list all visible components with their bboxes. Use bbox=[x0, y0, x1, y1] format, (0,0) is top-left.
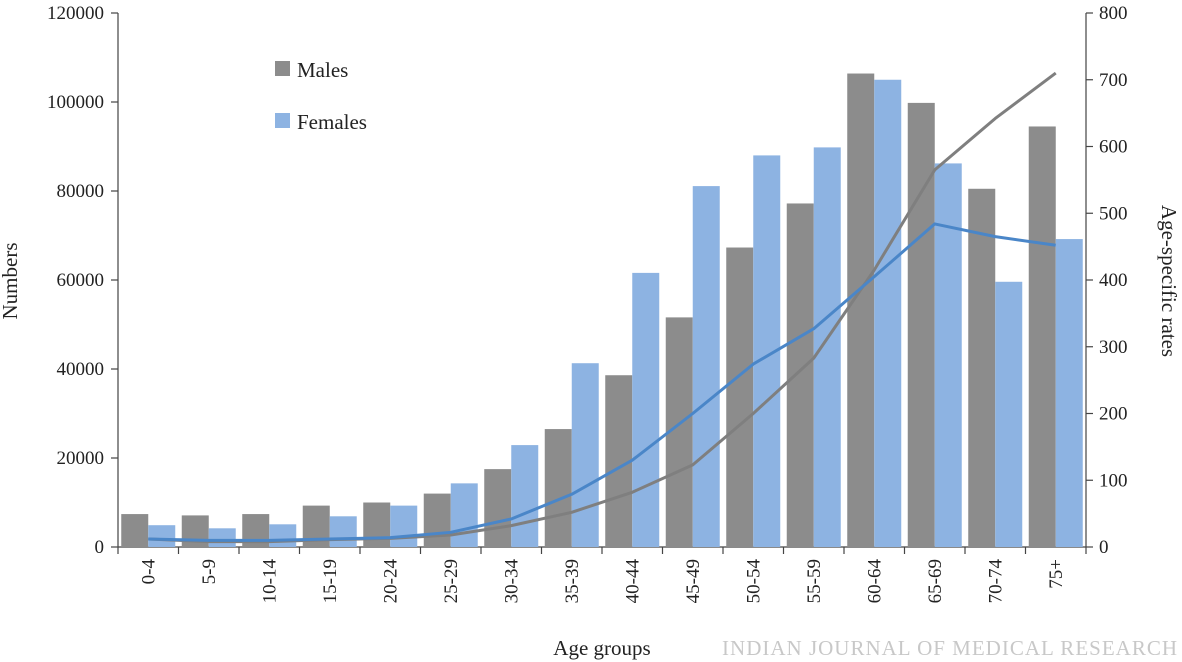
bar-males bbox=[907, 102, 935, 547]
legend-swatch-males bbox=[275, 61, 290, 76]
y2-tick-label: 400 bbox=[1099, 270, 1128, 291]
y-axis-title: Numbers bbox=[0, 243, 22, 320]
x-tick-label: 40-44 bbox=[622, 559, 643, 604]
y2-tick-label: 700 bbox=[1099, 70, 1128, 91]
x-tick-label: 65-69 bbox=[925, 559, 946, 603]
bar-males bbox=[968, 188, 996, 547]
legend: Males Females bbox=[275, 58, 367, 134]
bar-females bbox=[692, 186, 720, 548]
x-tick-label: 0-4 bbox=[138, 559, 159, 585]
bar-females bbox=[813, 147, 841, 547]
x-tick-label: 20-24 bbox=[380, 559, 401, 604]
bar-males bbox=[544, 429, 572, 547]
y2-tick-label: 0 bbox=[1099, 537, 1109, 558]
bar-females bbox=[450, 483, 478, 547]
bar-males bbox=[121, 514, 149, 547]
x-tick-label: 25-29 bbox=[441, 559, 462, 603]
bar-males bbox=[1028, 126, 1056, 547]
y2-axis-title: Age-specific rates bbox=[1157, 205, 1181, 357]
y-tick-label: 80000 bbox=[57, 181, 105, 202]
rate-lines bbox=[148, 71, 1057, 544]
x-tick-label: 70-74 bbox=[985, 559, 1006, 604]
y2-tick-label: 300 bbox=[1099, 337, 1128, 358]
bar-females bbox=[329, 516, 357, 547]
x-tick-label: 30-34 bbox=[501, 559, 522, 604]
bar-males bbox=[484, 469, 512, 547]
line-females-rate bbox=[148, 222, 1056, 542]
x-tick-label: 15-19 bbox=[320, 559, 341, 603]
bar-females bbox=[632, 272, 660, 547]
bar-males bbox=[726, 247, 754, 547]
bar-females bbox=[511, 445, 539, 547]
tick-labels: 0 20000 40000 60000 80000 100000 120000 0 100 200… bbox=[47, 3, 1128, 603]
y2-tick-label: 200 bbox=[1099, 404, 1128, 425]
bar-males bbox=[423, 493, 451, 547]
legend-label-males: Males bbox=[297, 58, 348, 82]
bar-males bbox=[847, 73, 875, 548]
y2-tick-label: 600 bbox=[1099, 137, 1128, 158]
bar-females bbox=[269, 524, 297, 547]
y2-tick-label: 800 bbox=[1099, 3, 1128, 24]
y2-tick-label: 500 bbox=[1099, 203, 1128, 224]
legend-label-females: Females bbox=[297, 110, 367, 134]
bar-females bbox=[571, 363, 599, 547]
bar-females bbox=[874, 79, 902, 547]
x-tick-label: 35-39 bbox=[562, 559, 583, 603]
x-tick-label: 55-59 bbox=[804, 559, 825, 603]
y-tick-label: 0 bbox=[95, 537, 105, 558]
bar-females bbox=[995, 281, 1023, 547]
watermark: INDIAN JOURNAL OF MEDICAL RESEARCH bbox=[722, 636, 1178, 660]
x-tick-label: 10-14 bbox=[259, 559, 280, 604]
y-tick-label: 60000 bbox=[57, 270, 105, 291]
y-tick-label: 40000 bbox=[57, 359, 105, 380]
y-tick-label: 120000 bbox=[47, 3, 104, 24]
y-tick-label: 100000 bbox=[47, 92, 104, 113]
bar-males bbox=[786, 203, 814, 547]
x-tick-label: 45-49 bbox=[683, 559, 704, 603]
x-tick-label: 5-9 bbox=[199, 559, 220, 584]
y-tick-label: 20000 bbox=[57, 448, 105, 469]
bar-females bbox=[934, 163, 962, 547]
x-tick-label: 60-64 bbox=[864, 559, 885, 604]
y2-tick-label: 100 bbox=[1099, 470, 1128, 491]
bars bbox=[121, 73, 1083, 548]
legend-swatch-females bbox=[275, 113, 290, 128]
x-tick-label: 75+ bbox=[1046, 559, 1067, 589]
bar-females bbox=[148, 525, 176, 547]
bar-females bbox=[208, 528, 236, 547]
bar-females bbox=[390, 505, 418, 547]
bar-females bbox=[1055, 239, 1083, 547]
x-tick-label: 50-54 bbox=[743, 559, 764, 604]
x-axis-title: Age groups bbox=[553, 636, 650, 660]
